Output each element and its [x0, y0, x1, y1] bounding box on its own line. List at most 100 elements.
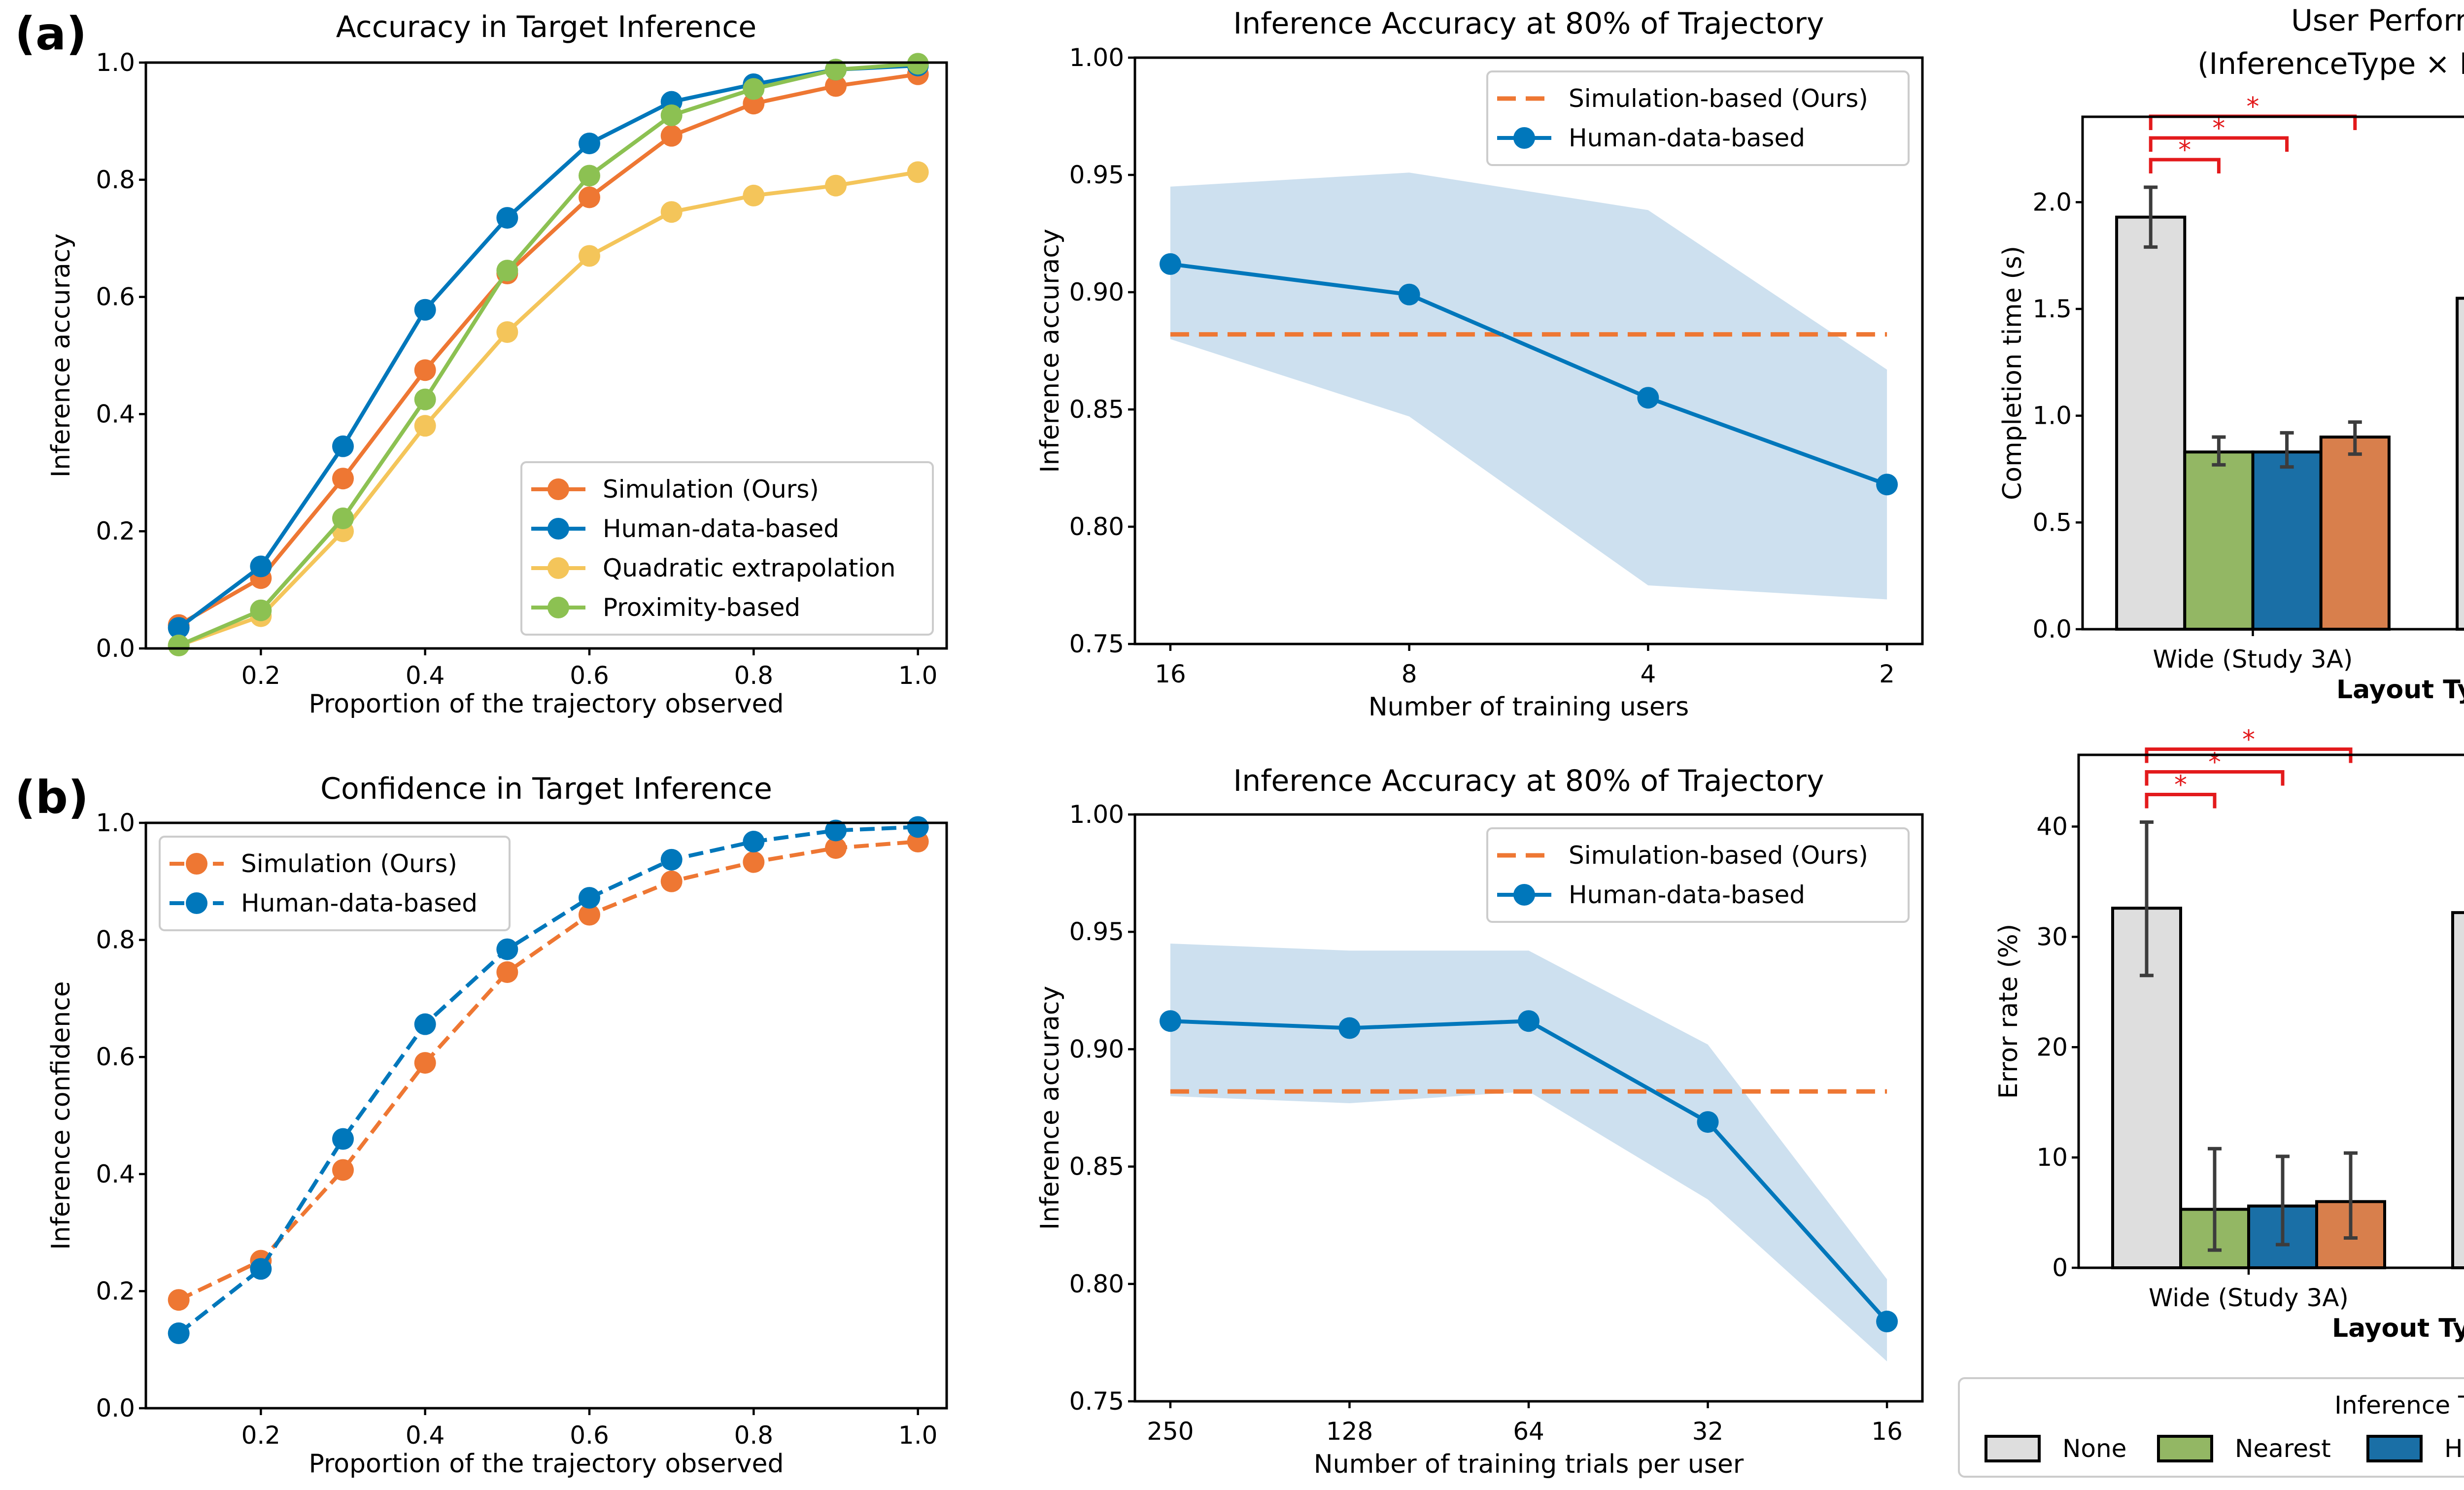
legend-swatch: [1985, 1435, 2041, 1462]
data-point: [743, 851, 765, 873]
y-tick-label: 0.4: [96, 1160, 135, 1188]
legend-box: [520, 461, 934, 636]
y-tick-label: 10: [2036, 1143, 2068, 1172]
chart-accuracy: Accuracy in Target Inference 0.2 0.4 0.6 0.8…: [46, 10, 948, 719]
data-point: [579, 887, 600, 909]
legend-marker: [1513, 127, 1535, 149]
data-point: [1159, 253, 1181, 275]
chart-title: Inference Accuracy at 80% of Trajectory: [1233, 6, 1824, 41]
significance-bracket: [2149, 136, 2289, 152]
legend-label: Simulation-based (Ours): [1569, 841, 1868, 870]
x-tick-label: 0.6: [570, 661, 609, 690]
confidence-band: [1170, 944, 1887, 1362]
data-point: [1398, 283, 1420, 305]
legend-box: [1958, 1377, 2464, 1478]
series-line-quadratic-extrapolation: [178, 170, 919, 647]
panel-tag-b: (b): [15, 771, 89, 824]
y-tick-label: 0: [2052, 1253, 2068, 1282]
data-point: [332, 1128, 354, 1150]
chart-title: Accuracy in Target Inference: [336, 10, 756, 44]
chart-subtitle: (InferenceType × Layout Type): [2197, 47, 2464, 81]
significance-bracket: [2145, 770, 2285, 786]
data-point: [414, 415, 436, 437]
x-tick-label: Wide (Study 3A): [2149, 1284, 2349, 1312]
legend: Simulation (Ours) Human-data-based Quadrat…: [520, 461, 934, 636]
data-point: [496, 938, 518, 960]
legend-label: Simulation (Ours): [241, 849, 457, 878]
chart-confidence: Confidence in Target Inference 0.2 0.4 0.6 0…: [46, 772, 948, 1479]
y-axis-label: Inference confidence: [46, 981, 76, 1250]
legend: Simulation (Ours) Human-data-based: [159, 836, 511, 931]
confidence-frame: [144, 821, 948, 1410]
data-point: [496, 260, 518, 282]
legend-marker: [548, 597, 569, 618]
chart-title: User Performance: [2291, 3, 2464, 38]
x-axis-label: Proportion of the trajectory observed: [309, 689, 784, 719]
data-point: [414, 359, 436, 381]
bar-none: [2456, 297, 2464, 631]
chart-completion: User Performance (InferenceType × Layout …: [1998, 3, 2464, 705]
legend-label: Human-data-based: [603, 514, 839, 543]
significance-star: *: [2212, 114, 2225, 143]
significance-star: *: [2208, 748, 2221, 778]
data-point: [743, 184, 765, 206]
x-tick-label: 0.4: [406, 661, 445, 690]
data-point: [1159, 1010, 1181, 1032]
legend-marker: [548, 518, 569, 540]
data-point: [414, 299, 436, 321]
y-tick-label: 0.0: [96, 634, 135, 663]
y-tick-label: 0.75: [1069, 630, 1124, 658]
y-tick-label: 20: [2036, 1033, 2068, 1061]
y-axis-label: Inference accuracy: [46, 234, 76, 478]
series-line-simulation-ours-: [177, 72, 919, 627]
error-frame: [2077, 753, 2464, 1269]
data-point: [660, 201, 683, 223]
x-axis-label: Number of training users: [1369, 692, 1689, 722]
y-tick-label: 0.0: [96, 1394, 135, 1422]
x-tick-label: 8: [1402, 660, 1417, 688]
legend-label: Proximity-based: [603, 593, 800, 622]
significance-star: *: [2174, 771, 2187, 800]
legend: Simulation-based (Ours) Human-data-based: [1486, 827, 1910, 923]
data-point: [825, 75, 847, 97]
x-tick-label: 32: [1692, 1417, 1724, 1446]
panel-tag-a: (a): [15, 7, 87, 60]
x-tick-label: 0.8: [734, 661, 774, 690]
legend-marker: [548, 478, 569, 500]
chart-title: Confidence in Target Inference: [320, 772, 772, 806]
legend-marker: [1513, 884, 1535, 906]
data-point: [825, 837, 847, 859]
data-point: [414, 1013, 436, 1035]
data-point: [579, 186, 600, 208]
legend-label: Nearest: [2235, 1434, 2331, 1463]
y-tick-label: 0.8: [96, 926, 135, 954]
data-point: [168, 1289, 190, 1311]
y-tick-label: 1.0: [96, 48, 135, 77]
data-point: [250, 599, 272, 621]
data-point: [496, 961, 518, 983]
x-tick-label: 128: [1326, 1417, 1373, 1446]
y-tick-label: 0.4: [96, 400, 135, 428]
data-point: [743, 78, 765, 100]
y-tick-label: 0.90: [1069, 1035, 1124, 1063]
legend-label: Human-data: [2444, 1434, 2464, 1463]
x-tick-label: 1.0: [898, 1421, 938, 1450]
legend-box: [1486, 70, 1910, 166]
data-point: [332, 468, 354, 490]
y-tick-label: 1.0: [2032, 402, 2072, 430]
data-point: [250, 1258, 272, 1280]
data-point: [579, 133, 600, 155]
y-tick-label: 0.2: [96, 517, 135, 545]
bar-none: [2451, 911, 2464, 1269]
significance-bracket: [2149, 158, 2221, 173]
data-point: [414, 388, 436, 410]
data-point: [496, 321, 518, 343]
series-line-human-data-based: [177, 825, 918, 1335]
data-point: [660, 848, 683, 871]
data-point: [579, 165, 600, 187]
completion-frame: [2081, 115, 2464, 631]
x-tick-label: 0.2: [241, 661, 281, 690]
legend-box: [159, 836, 511, 931]
x-axis-label: Number of training trials per user: [1314, 1450, 1744, 1479]
